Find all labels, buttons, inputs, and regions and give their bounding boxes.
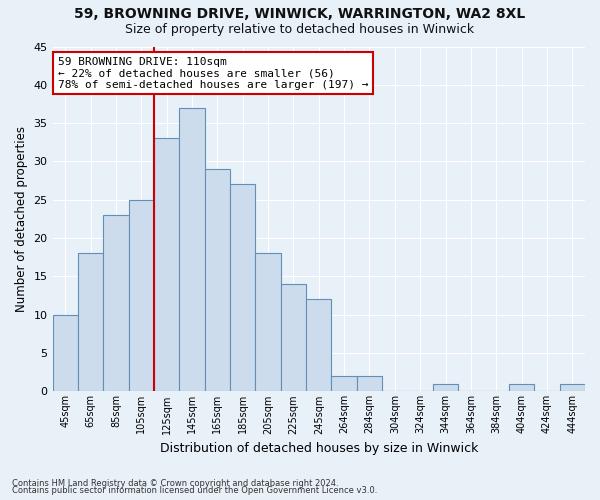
Text: Contains HM Land Registry data © Crown copyright and database right 2024.: Contains HM Land Registry data © Crown c… xyxy=(12,478,338,488)
Bar xyxy=(306,300,331,392)
Bar xyxy=(281,284,306,392)
Text: 59, BROWNING DRIVE, WINWICK, WARRINGTON, WA2 8XL: 59, BROWNING DRIVE, WINWICK, WARRINGTON,… xyxy=(74,8,526,22)
Text: Size of property relative to detached houses in Winwick: Size of property relative to detached ho… xyxy=(125,22,475,36)
Text: 59 BROWNING DRIVE: 110sqm
← 22% of detached houses are smaller (56)
78% of semi-: 59 BROWNING DRIVE: 110sqm ← 22% of detac… xyxy=(58,57,368,90)
Bar xyxy=(357,376,382,392)
Y-axis label: Number of detached properties: Number of detached properties xyxy=(15,126,28,312)
Bar xyxy=(331,376,357,392)
Bar xyxy=(205,169,230,392)
Bar xyxy=(128,200,154,392)
Bar xyxy=(154,138,179,392)
Bar xyxy=(560,384,585,392)
Bar xyxy=(78,254,103,392)
Bar xyxy=(230,184,256,392)
Bar xyxy=(103,215,128,392)
Text: Contains public sector information licensed under the Open Government Licence v3: Contains public sector information licen… xyxy=(12,486,377,495)
X-axis label: Distribution of detached houses by size in Winwick: Distribution of detached houses by size … xyxy=(160,442,478,455)
Bar xyxy=(433,384,458,392)
Bar xyxy=(256,254,281,392)
Bar xyxy=(179,108,205,392)
Bar xyxy=(53,314,78,392)
Bar xyxy=(509,384,534,392)
